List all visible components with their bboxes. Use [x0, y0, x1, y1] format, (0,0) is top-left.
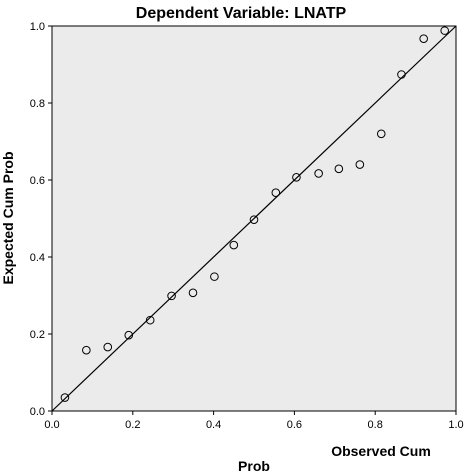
data-point: [271, 188, 281, 198]
data-point: [167, 291, 176, 301]
chart-title: Dependent Variable: LNATP: [136, 5, 347, 22]
x-tick-label: 0.6: [287, 419, 302, 431]
data-point: [440, 26, 449, 35]
y-tick-label: 0.0: [30, 406, 45, 418]
data-point: [314, 169, 323, 178]
data-point: [82, 345, 91, 355]
y-tick-label: 0.2: [30, 329, 45, 341]
data-point: [376, 129, 386, 139]
x-axis: 0.0 0.2 0.4 0.6 0.8 1.0: [44, 411, 464, 431]
x-axis-label-line1: Observed Cum: [331, 443, 431, 459]
data-points: [60, 26, 449, 402]
x-tick-label: 1.0: [448, 419, 463, 431]
y-tick-label: 1.0: [30, 21, 45, 33]
data-point: [229, 240, 239, 250]
data-point: [103, 342, 113, 352]
x-tick-label: 0.4: [206, 419, 221, 431]
data-point: [188, 288, 198, 298]
reference-line: [51, 25, 457, 412]
data-point: [292, 173, 301, 182]
y-tick-label: 0.4: [30, 252, 45, 264]
y-axis: 0.0 0.2 0.4 0.6 0.8 1.0: [30, 21, 52, 418]
data-point: [124, 330, 134, 340]
y-axis-label: Expected Cum Prob: [0, 151, 16, 284]
data-point: [397, 70, 406, 79]
y-tick-label: 0.6: [30, 175, 45, 187]
x-tick-label: 0.2: [125, 419, 140, 431]
data-point: [419, 34, 428, 44]
data-point: [334, 164, 344, 174]
x-tick-label: 0.8: [368, 419, 383, 431]
y-tick-label: 0.8: [30, 98, 45, 110]
x-tick-label: 0.0: [44, 419, 59, 431]
x-axis-label-line2: Prob: [238, 458, 270, 474]
data-point: [60, 393, 70, 402]
data-point: [145, 315, 155, 325]
data-point: [249, 215, 259, 224]
data-point: [210, 272, 219, 281]
data-point: [355, 160, 365, 169]
